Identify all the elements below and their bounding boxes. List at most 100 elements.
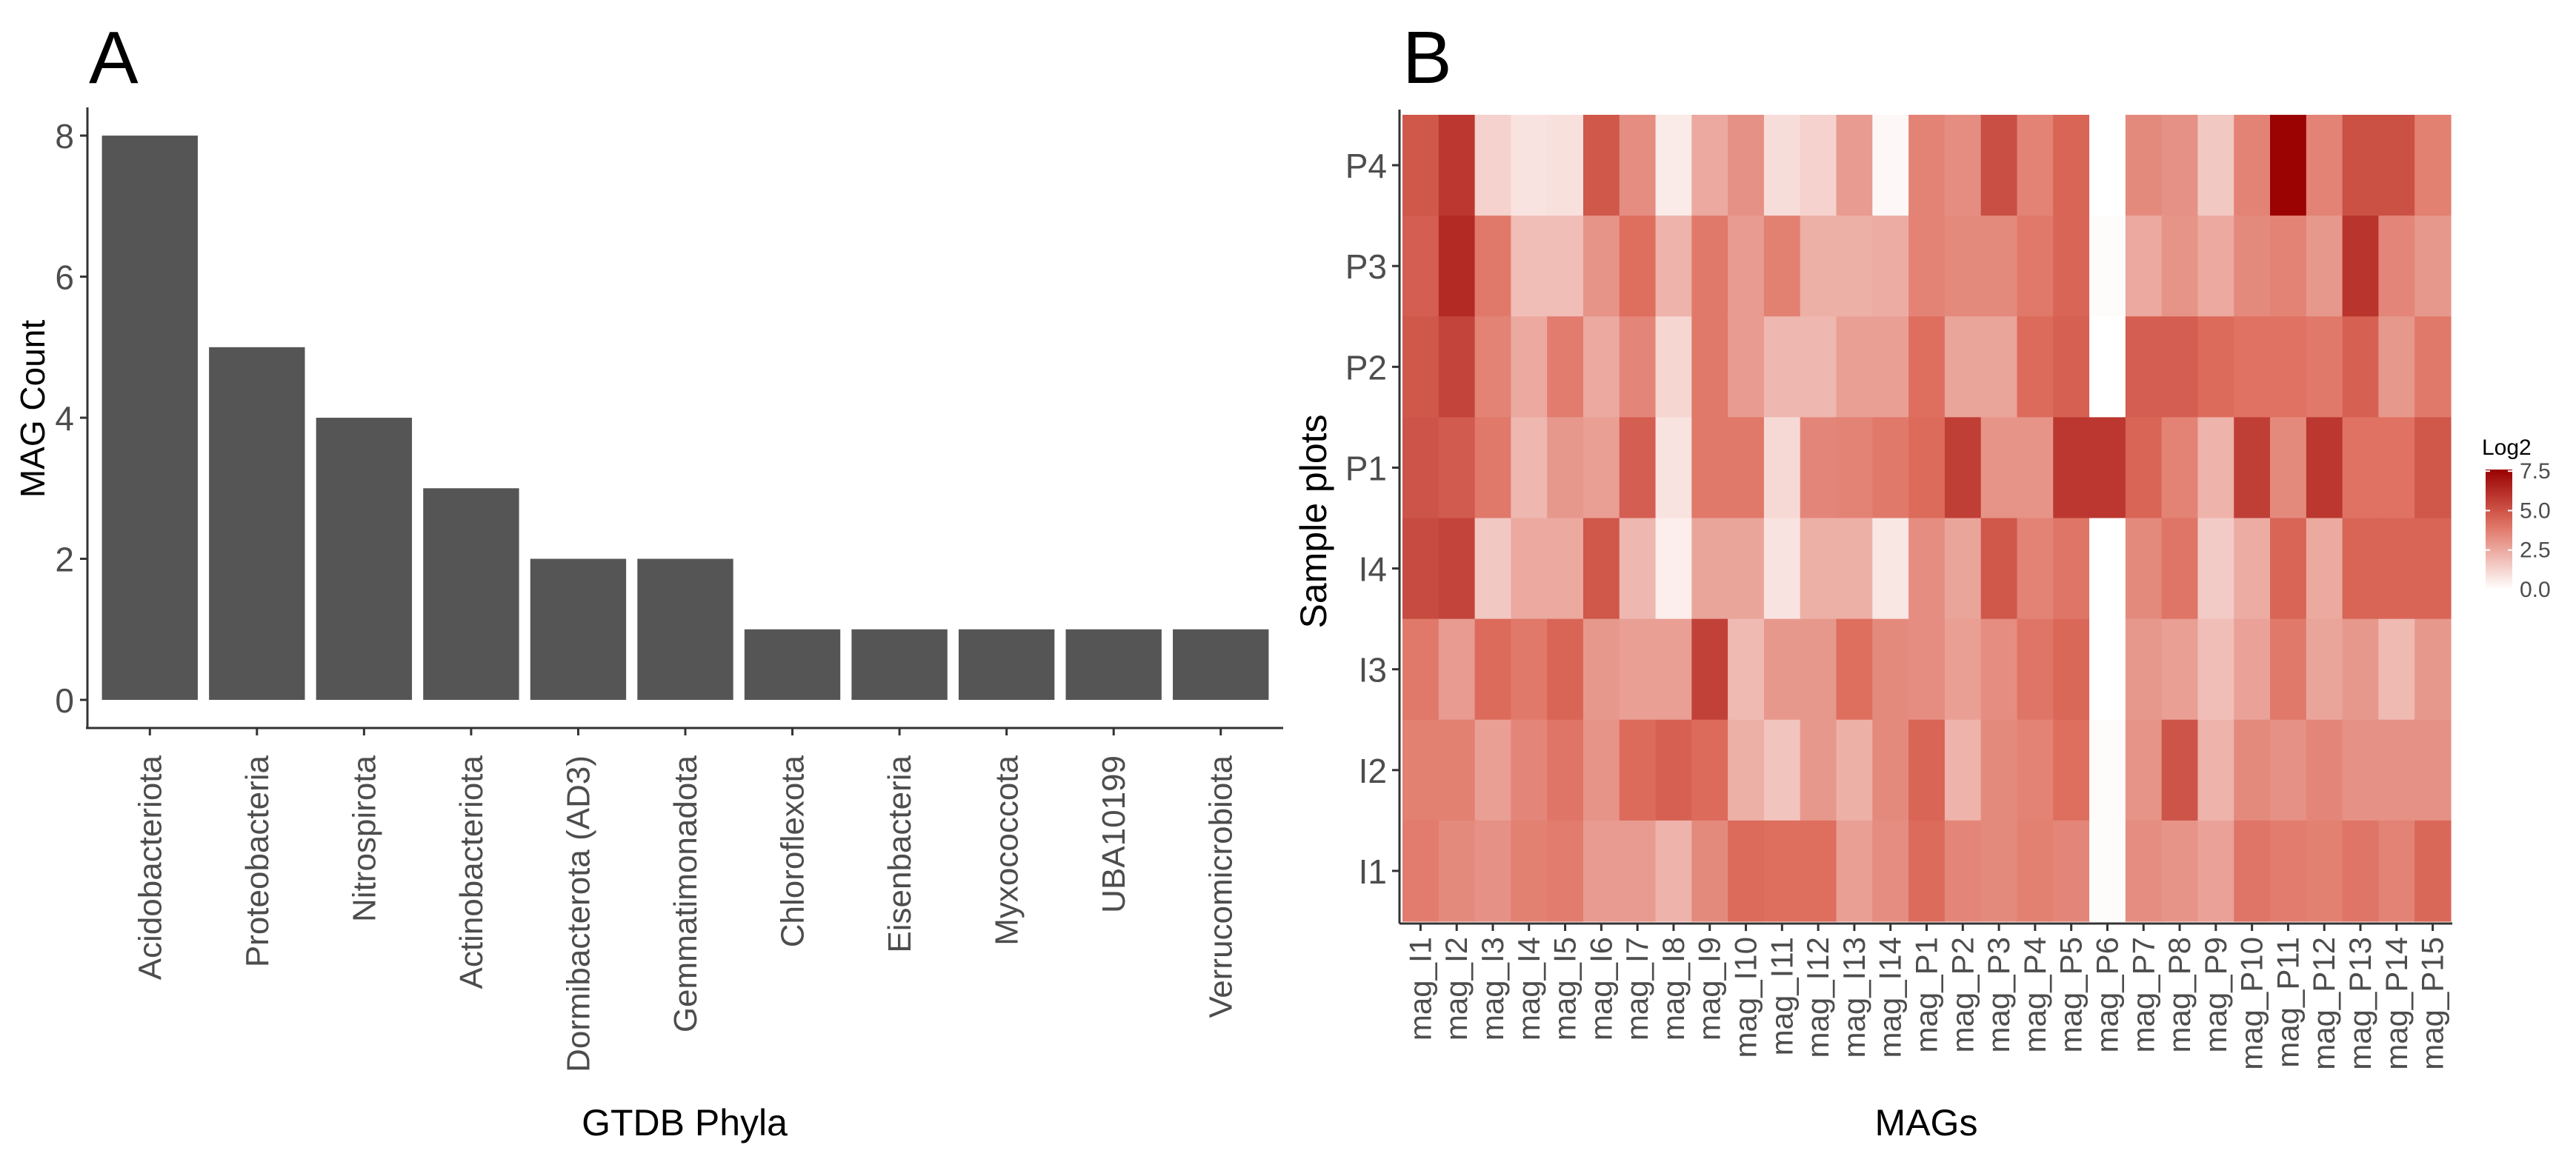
heat-cell-p4-mag-p6: [2089, 115, 2126, 216]
heat-cell-i3-mag-i2: [1438, 618, 1476, 721]
panel-b-x-ticks: mag_I1 mag_I2 mag_I3 mag_I4 mag_I5 mag_I6 mag_…: [1402, 924, 2450, 1070]
heat-cell-i4-mag-i9: [1691, 518, 1728, 620]
heat-cell-p1-mag-p5: [2053, 417, 2090, 519]
panel-b-x-tick-label: mag_I6: [1583, 937, 1618, 1041]
heat-cell-p1-mag-p9: [2197, 417, 2234, 519]
heat-cell-p2-mag-p2: [1944, 316, 1982, 418]
heat-cell-p4-mag-i5: [1547, 115, 1584, 216]
heat-cell-p2-mag-i4: [1511, 316, 1548, 418]
heat-cell-p4-mag-p4: [2017, 115, 2054, 216]
heat-cell-p2-mag-i12: [1800, 316, 1837, 418]
heat-cell-i2-mag-p7: [2125, 719, 2163, 821]
bar-chloroflexota: [744, 629, 841, 700]
heat-cell-i1-mag-i6: [1582, 820, 1620, 922]
heat-cell-i2-mag-p9: [2197, 719, 2234, 821]
heat-cell-p3-mag-p6: [2089, 216, 2126, 317]
heat-cell-p1-mag-i12: [1800, 417, 1837, 519]
panel-b-x-tick-label: mag_I3: [1475, 937, 1510, 1041]
heat-cell-i4-mag-p1: [1908, 518, 1946, 620]
heat-cell-i4-mag-p2: [1944, 518, 1982, 620]
heat-cell-p1-mag-i1: [1402, 417, 1440, 519]
heat-cell-i4-mag-p5: [2053, 518, 2090, 620]
heat-cell-p2-mag-p8: [2161, 316, 2199, 418]
panel-b-x-tick-label: mag_P8: [2162, 937, 2197, 1052]
heat-cell-i4-mag-p8: [2161, 518, 2199, 620]
heat-cell-p3-mag-p11: [2270, 216, 2307, 317]
panel-a-x-ticks: Acidobacteriota Proteobacteria Nitrospirot…: [132, 728, 1239, 1072]
heat-cell-i2-mag-i9: [1691, 719, 1728, 821]
panel-b-label: B: [1402, 16, 1452, 99]
heat-cell-i4-mag-p11: [2270, 518, 2307, 620]
heat-cell-p4-mag-p3: [1980, 115, 2018, 216]
heat-cell-i2-mag-i13: [1836, 719, 1873, 821]
panel-b-x-tick-label: mag_P15: [2415, 937, 2450, 1070]
heat-cell-p3-mag-i2: [1438, 216, 1476, 317]
heat-cell-p4-mag-i6: [1582, 115, 1620, 216]
panel-b-color-legend: Log2 7.5 5.0 2.5 0.0: [2482, 435, 2551, 602]
heat-cell-p1-mag-i3: [1474, 417, 1511, 519]
panel-a-y-tick-label: 8: [55, 117, 74, 156]
heat-cell-i3-mag-i13: [1836, 618, 1873, 721]
heat-cell-i3-mag-p11: [2270, 618, 2307, 721]
heat-cell-i1-mag-p8: [2161, 820, 2199, 922]
heat-cell-p2-mag-p13: [2342, 316, 2380, 418]
panel-a-x-axis-title: GTDB Phyla: [582, 1102, 788, 1143]
heat-cell-p4-mag-i1: [1402, 115, 1440, 216]
heat-cell-i2-mag-p1: [1908, 719, 1946, 821]
heat-cell-p3-mag-p7: [2125, 216, 2163, 317]
heat-cell-p2-mag-p9: [2197, 316, 2234, 418]
heat-cell-p3-mag-p4: [2017, 216, 2054, 317]
panel-b-x-tick-label: mag_I12: [1800, 937, 1835, 1058]
heat-cell-p2-mag-p14: [2378, 316, 2415, 418]
heat-cell-i1-mag-p10: [2234, 820, 2271, 922]
panel-b-x-tick-label: mag_P12: [2306, 937, 2341, 1070]
heat-cell-i3-mag-i11: [1763, 618, 1801, 721]
panel-b-x-tick-label: mag_P4: [2017, 937, 2052, 1052]
heat-cell-i2-mag-i4: [1511, 719, 1548, 821]
heat-cell-p3-mag-i11: [1763, 216, 1801, 317]
heat-cell-p3-mag-i6: [1582, 216, 1620, 317]
heat-cell-p1-mag-p2: [1944, 417, 1982, 519]
heat-cell-p3-mag-p9: [2197, 216, 2234, 317]
bar-actinobacteriota: [423, 488, 519, 700]
panel-b-y-tick-label: I1: [1359, 852, 1387, 891]
panel-a-x-tick-label: Actinobacteriota: [453, 755, 490, 989]
heat-cell-i3-mag-p3: [1980, 618, 2018, 721]
heat-cell-i4-mag-p12: [2306, 518, 2343, 620]
panel-b-x-tick-label: mag_P11: [2270, 937, 2305, 1068]
panel-a-x-tick-label: Chloroflexota: [775, 755, 811, 947]
heat-cell-p3-mag-p1: [1908, 216, 1946, 317]
heat-cell-i2-mag-p13: [2342, 719, 2380, 821]
heat-cell-p4-mag-p14: [2378, 115, 2415, 216]
panel-b-x-tick-label: mag_P5: [2054, 937, 2089, 1052]
panel-b-x-tick-label: mag_P13: [2343, 937, 2377, 1070]
heat-cell-i4-mag-i7: [1619, 518, 1657, 620]
panel-b-y-ticks: P4 P3 P2 P1 I4 I3 I2 I1: [1345, 147, 1400, 891]
heat-cell-p4-mag-p7: [2125, 115, 2163, 216]
heat-cell-p3-mag-p3: [1980, 216, 2018, 317]
heat-cell-i1-mag-p7: [2125, 820, 2163, 922]
panel-b-x-tick-label: mag_I10: [1728, 937, 1763, 1058]
heat-cell-p1-mag-p11: [2270, 417, 2307, 519]
heat-cell-p4-mag-i10: [1728, 115, 1765, 216]
heat-cell-p1-mag-p8: [2161, 417, 2199, 519]
heat-cell-i1-mag-p2: [1944, 820, 1982, 922]
heat-cell-i2-mag-i11: [1763, 719, 1801, 821]
heat-cell-i3-mag-i8: [1655, 618, 1692, 721]
heat-cell-p3-mag-i9: [1691, 216, 1728, 317]
heat-cell-p3-mag-p5: [2053, 216, 2090, 317]
heat-cell-i1-mag-i5: [1547, 820, 1584, 922]
panel-b-x-tick-label: mag_I11: [1764, 937, 1799, 1055]
heat-cell-p4-mag-p13: [2342, 115, 2380, 216]
heat-cell-p1-mag-p4: [2017, 417, 2054, 519]
panel-a-y-tick-label: 6: [55, 258, 74, 297]
heat-cell-p2-mag-p11: [2270, 316, 2307, 418]
panel-b-x-tick-label: mag_P1: [1909, 937, 1944, 1052]
legend-tick-label: 5.0: [2520, 498, 2551, 523]
heat-cell-p3-mag-i12: [1800, 216, 1837, 317]
heat-cell-i1-mag-p12: [2306, 820, 2343, 922]
heat-cell-p4-mag-p12: [2306, 115, 2343, 216]
heat-cell-i4-mag-i13: [1836, 518, 1873, 620]
panel-a-x-tick-label: UBA10199: [1096, 755, 1132, 913]
